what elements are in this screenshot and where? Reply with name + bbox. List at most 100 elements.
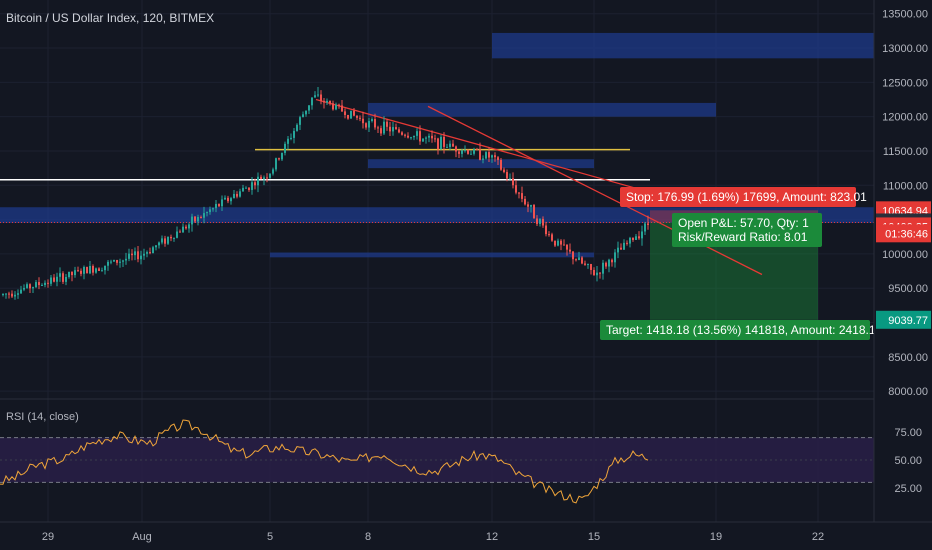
candle [560, 240, 562, 245]
candle [317, 94, 319, 96]
candle [101, 270, 103, 272]
candle [14, 294, 16, 297]
candle [494, 155, 496, 158]
candle [302, 114, 304, 118]
candle [278, 158, 280, 160]
candle [572, 251, 574, 260]
candle [332, 103, 334, 110]
candle [641, 231, 643, 239]
candle [419, 131, 421, 142]
candle [5, 293, 7, 295]
candle [569, 249, 571, 252]
candle [533, 205, 535, 219]
candle [404, 134, 406, 136]
zone-rect [0, 207, 874, 224]
time-tick-label: 8 [365, 531, 371, 543]
candle [53, 277, 55, 282]
candle [125, 258, 127, 261]
candle [350, 110, 352, 119]
candle [20, 289, 22, 294]
candle [233, 193, 235, 199]
candle [29, 284, 31, 289]
candle [518, 192, 520, 194]
candle [230, 198, 232, 202]
candle [377, 127, 379, 129]
candle [236, 193, 238, 197]
rsi-axis-ticks: 75.00 50.00 25.00 [894, 427, 922, 495]
rsi-pane[interactable] [0, 419, 874, 504]
candle [479, 149, 481, 160]
horizontal-lines [0, 148, 650, 181]
candle [17, 293, 19, 295]
price-axis[interactable] [874, 0, 932, 522]
rsi-title: RSI (14, close) [6, 411, 79, 423]
candle [644, 223, 646, 232]
candle [56, 276, 58, 282]
candle [545, 225, 547, 235]
time-tick-label: 12 [486, 531, 498, 543]
price-tick-label: 13000.00 [882, 43, 928, 55]
candle [548, 234, 550, 236]
candle [488, 152, 490, 158]
candle [290, 137, 292, 139]
candle [164, 238, 166, 244]
candle [299, 117, 301, 125]
candle [362, 118, 364, 124]
pnl-label-text: Open P&L: 57.70, Qty: 1 [678, 216, 809, 230]
candle [218, 203, 220, 207]
candle [170, 236, 172, 239]
time-axis[interactable]: 29 Aug 5 8 12 15 19 22 [42, 531, 824, 543]
candle [581, 257, 583, 264]
candle [68, 271, 70, 277]
candle [149, 252, 151, 254]
stop-label-text: Stop: 176.99 (1.69%) 17699, Amount: 823.… [626, 190, 867, 204]
candle [347, 114, 349, 119]
rsi-line [0, 419, 649, 504]
candle [356, 115, 358, 118]
zone-rect [492, 32, 874, 59]
price-tick-label: 9500.00 [888, 283, 928, 295]
candle [281, 152, 283, 160]
candle [326, 100, 328, 103]
candle [227, 197, 229, 202]
target-label-text: Target: 1418.18 (13.56%) 141818, Amount:… [606, 323, 883, 337]
candle [284, 143, 286, 153]
time-tick-label: Aug [132, 531, 152, 543]
candle [605, 262, 607, 267]
candle [596, 272, 598, 276]
candle [611, 259, 613, 263]
candle [251, 182, 253, 190]
price-tick-label: 8500.00 [888, 352, 928, 364]
candle [224, 197, 226, 200]
candle [173, 237, 175, 239]
candle [476, 149, 478, 151]
candle [500, 159, 502, 170]
candle [74, 270, 76, 276]
candle [380, 128, 382, 134]
candle [59, 273, 61, 277]
candle [410, 137, 412, 139]
time-tick-label: 15 [588, 531, 600, 543]
candle [329, 100, 331, 104]
candle [398, 129, 400, 133]
rsi-tick-label: 25.00 [894, 483, 922, 495]
candle [578, 257, 580, 261]
candle [323, 100, 325, 103]
candle [116, 259, 118, 263]
candle [602, 262, 604, 274]
candle [527, 204, 529, 207]
candle [86, 266, 88, 274]
candle [47, 282, 49, 284]
candle [110, 261, 112, 263]
candle [239, 191, 241, 197]
candle [23, 287, 25, 290]
zones [0, 32, 874, 258]
candles [2, 86, 649, 300]
target-label-box [600, 320, 870, 340]
candle [338, 104, 340, 106]
candle [182, 226, 184, 233]
candle [614, 252, 616, 263]
candle [392, 127, 394, 132]
